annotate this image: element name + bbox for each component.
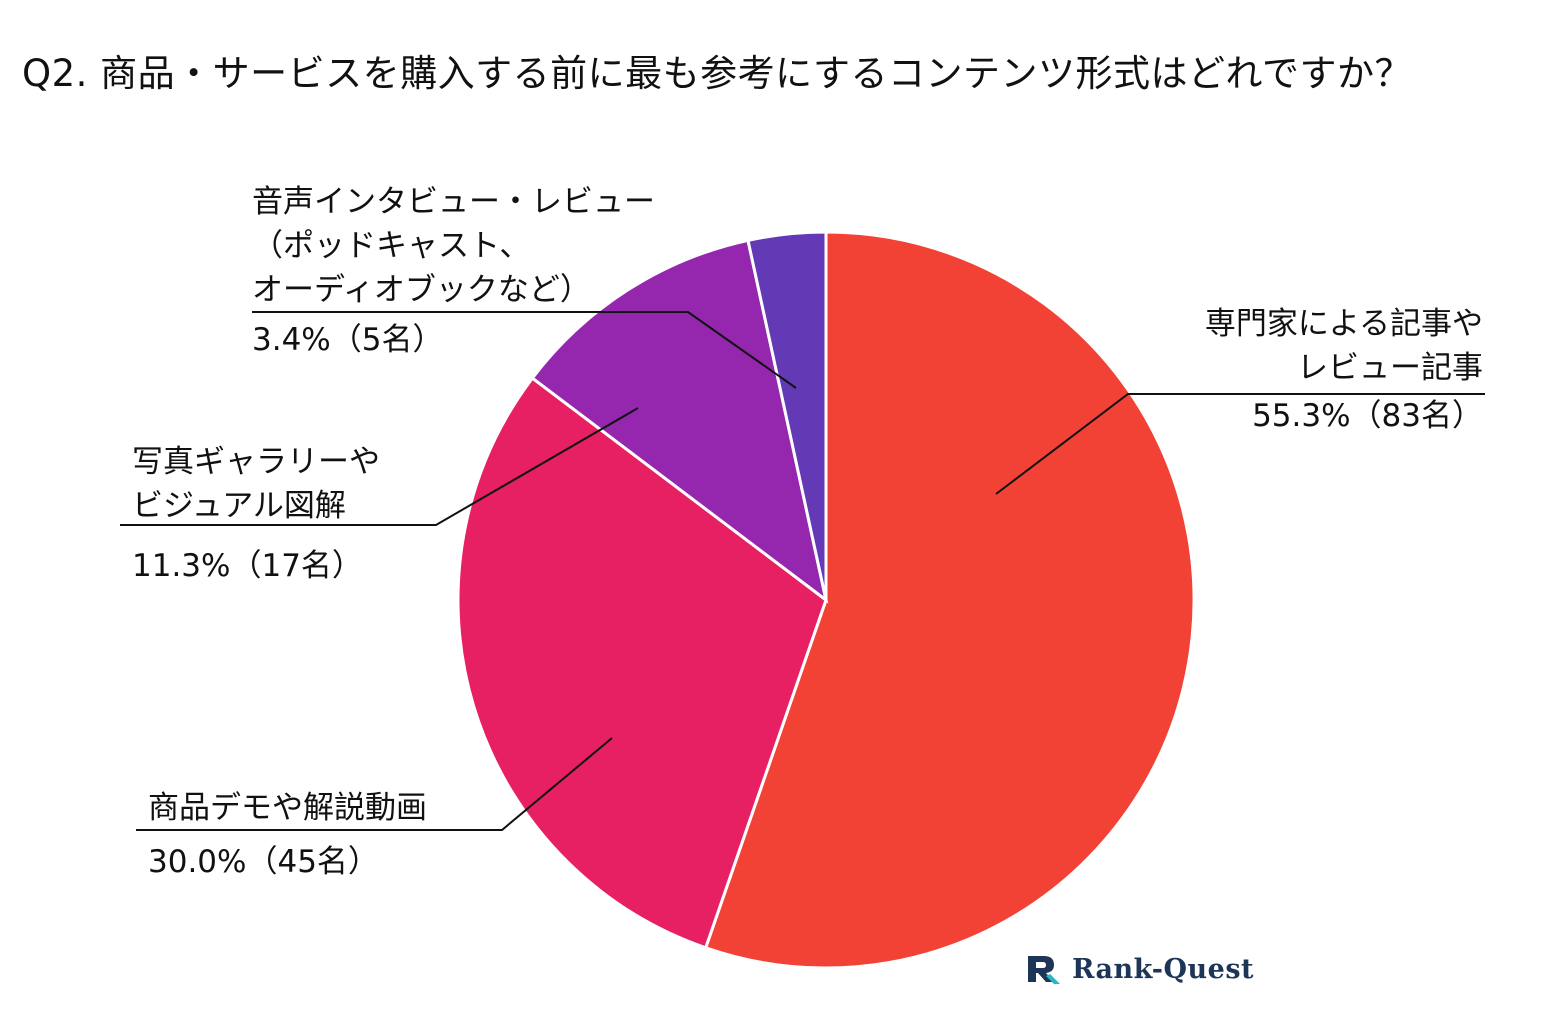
rank-quest-logo-text: Rank-Quest [1072,953,1255,985]
slice-label-photo-gallery: 写真ギャラリーや ビジュアル図解 11.3%（17名） [132,440,380,588]
chart-title: Q2. 商品・サービスを購入する前に最も参考にするコンテンツ形式はどれですか？ [22,52,1412,95]
rank-quest-logo-icon [1028,956,1060,984]
rank-quest-logo: Rank-Quest [1024,952,1254,986]
slice-label-line: 専門家による記事や [1204,306,1483,342]
slice-value-label: 3.4%（5名） [252,322,444,358]
slice-value-label: 11.3%（17名） [132,548,363,584]
slice-label-line: 写真ギャラリーや [132,444,380,480]
leader-line-photo-gallery [120,407,639,526]
slice-label-line: 商品デモや解説動画 [148,790,427,826]
leader-line-expert-articles [995,393,1485,495]
slice-label-line: （ポッドキャスト、 [252,228,531,264]
slice-label-line: ビジュアル図解 [132,488,346,524]
slice-label-line: レビュー記事 [1297,350,1483,386]
slice-label-line: 音声インタビュー・レビュー [252,184,655,220]
leader-line-demo-videos [136,737,613,831]
slice-value-label: 55.3%（83名） [1252,398,1483,434]
slice-label-audio-reviews: 音声インタビュー・レビュー （ポッドキャスト、 オーディオブックなど） 3.4%… [252,180,655,362]
slice-label-line: オーディオブックなど） [252,272,591,308]
slice-value-label: 30.0%（45名） [148,844,379,880]
pie-slice-audio-reviews [746,230,828,601]
pie-slice-expert-articles [703,230,1196,970]
leader-line-audio-reviews [252,311,797,389]
pie-slice-demo-videos [456,376,828,950]
slice-label-demo-videos: 商品デモや解説動画 30.0%（45名） [148,786,427,884]
pie-slice-photo-gallery [530,238,829,604]
slice-label-expert-articles: 専門家による記事や レビュー記事 55.3%（83名） [1205,302,1483,438]
